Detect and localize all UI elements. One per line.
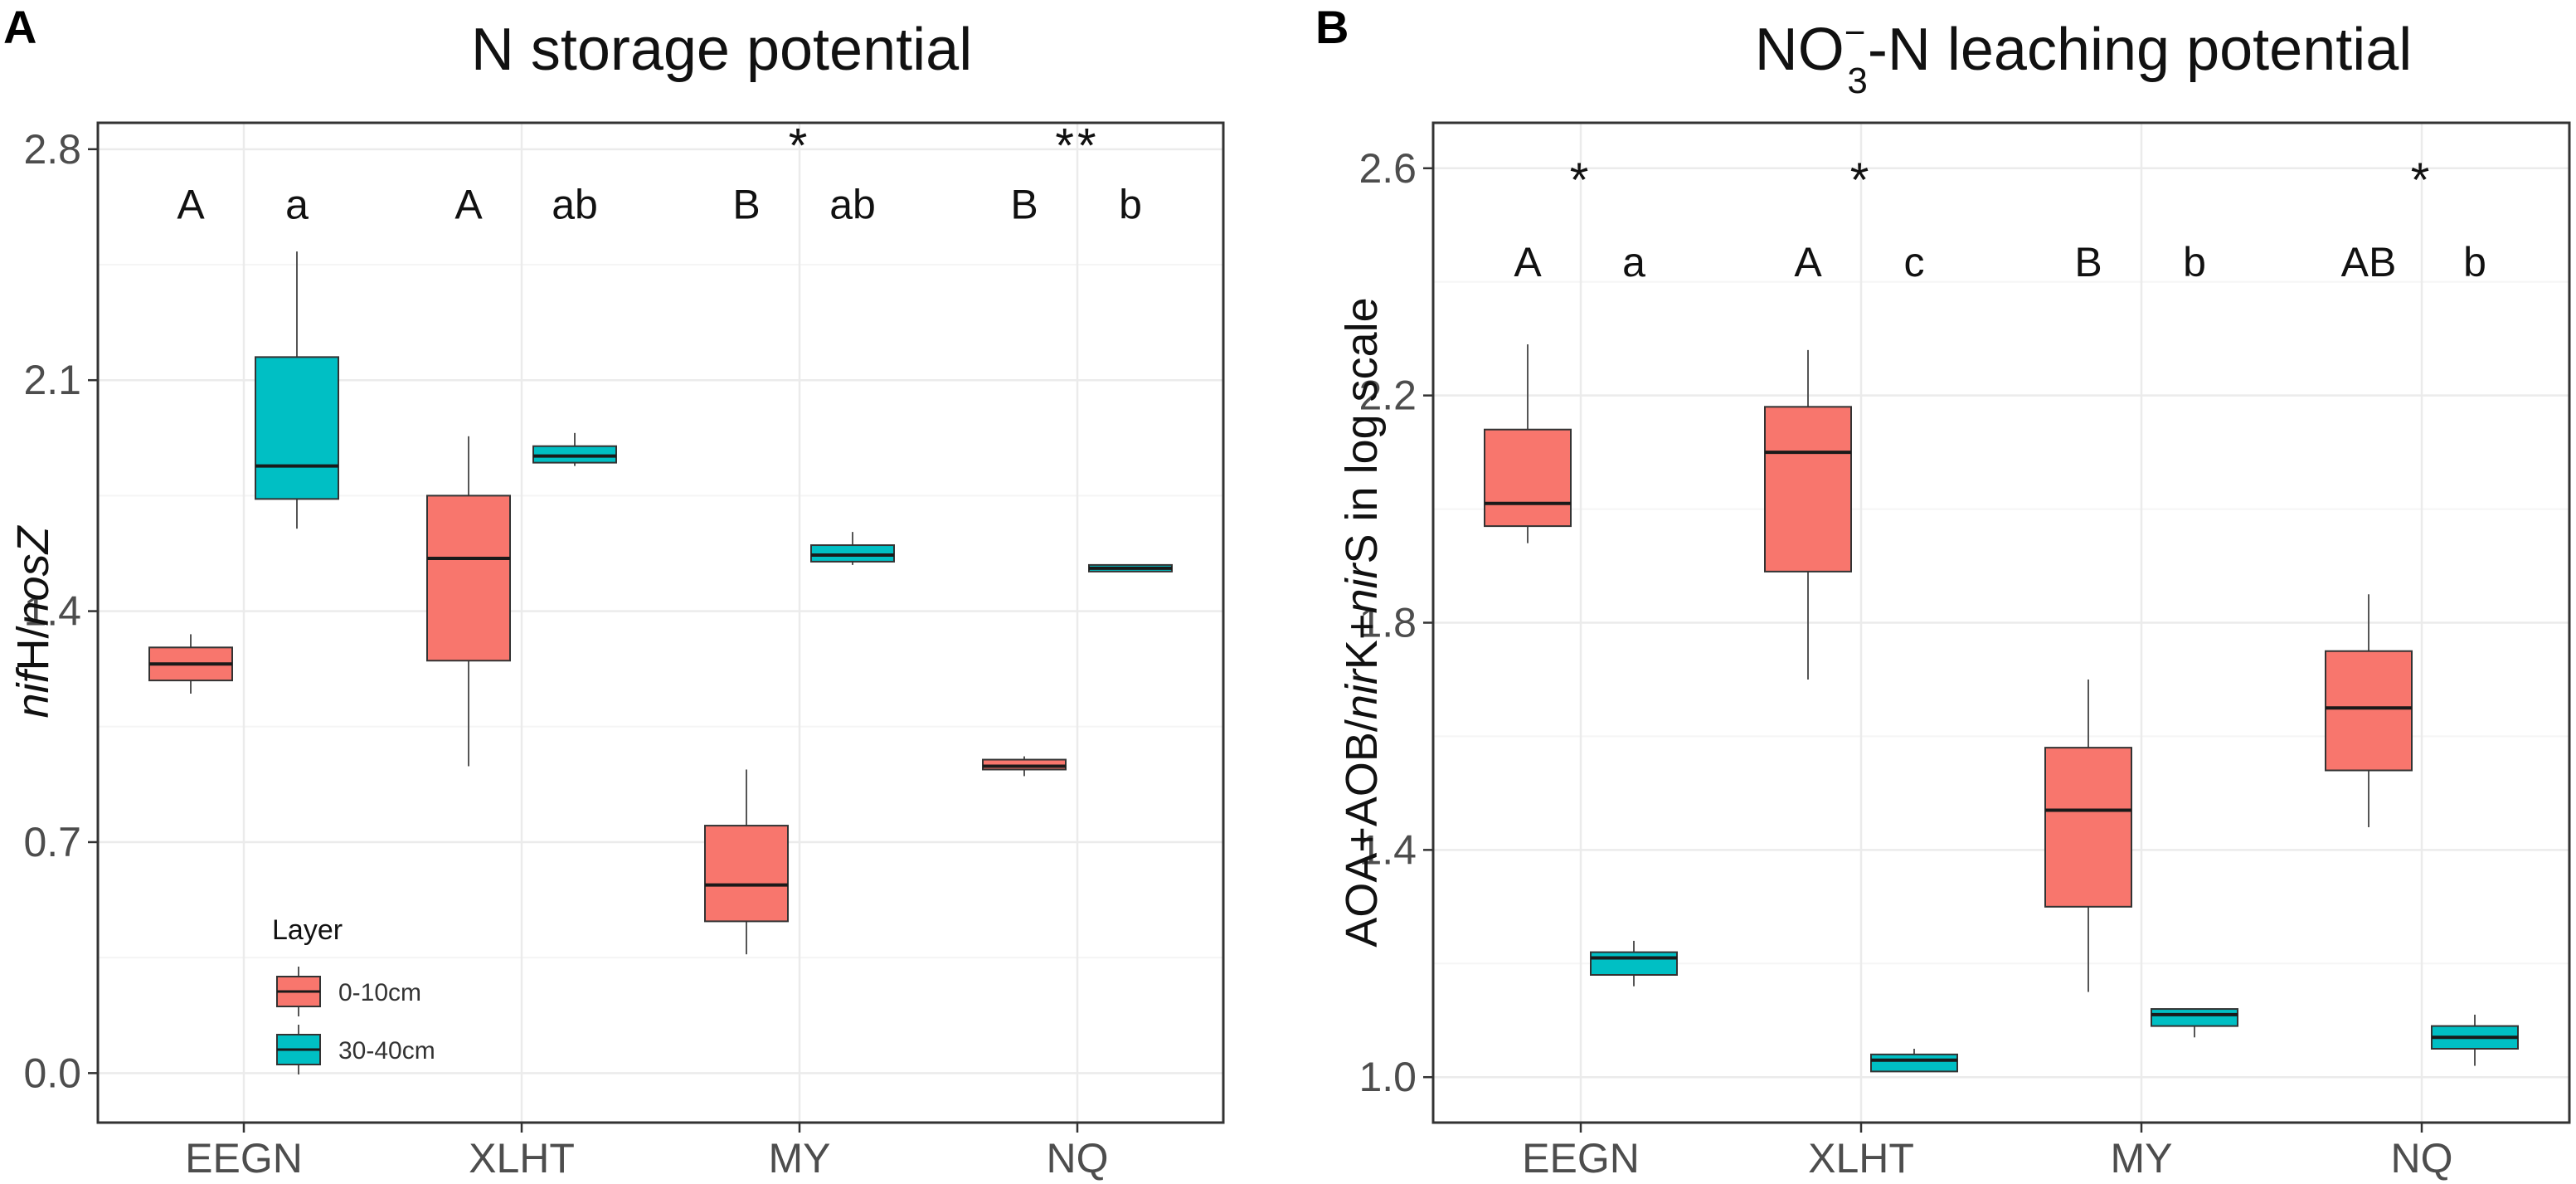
box-nq-surface: B <box>982 181 1067 777</box>
significance-letter: B <box>732 181 760 227</box>
box-xlht-surface: A* <box>1764 153 1873 680</box>
box-my-surface: B <box>2044 239 2132 992</box>
significance-letter: A <box>177 181 205 227</box>
legend-label: 30-40cm <box>338 1037 435 1065</box>
title-subscript: 3 <box>1847 61 1867 101</box>
x-tick-label: NQ <box>1047 1135 1109 1182</box>
box-my-deep: b <box>2151 239 2238 1038</box>
box-iqr <box>704 825 789 923</box>
chart-title: N storage potential <box>471 17 972 83</box>
box-nq-surface: AB * <box>2325 153 2433 827</box>
y-axis-label: AOA+AOB/nirK+nirS in log scale <box>1337 297 1387 947</box>
box-xlht-deep: ab <box>532 181 617 466</box>
panel-label: B <box>1315 1 1349 53</box>
box-nq-deep: b <box>2431 239 2519 1066</box>
box-my-surface: B <box>704 181 789 955</box>
panel-border <box>1431 121 2571 1124</box>
title-superscript: − <box>1845 12 1866 53</box>
legend-title: Layer <box>272 914 343 946</box>
y-axis-label: nifH/nosZ <box>8 524 58 718</box>
chart-title: NO− 3-N leaching potential <box>1755 12 2413 101</box>
box-xlht-deep: c <box>1870 239 1958 1073</box>
legend-label: 0-10cm <box>338 979 421 1006</box>
x-tick-label: MY <box>769 1135 831 1182</box>
significance-letter: A <box>454 181 483 227</box>
y-tick-label: 1.0 <box>1358 1054 1417 1100</box>
significance-letter: b <box>2463 239 2486 285</box>
box-iqr <box>1764 406 1852 573</box>
y-tick-label: 2.1 <box>23 357 81 403</box>
significance-star: * <box>1850 153 1873 207</box>
significance-letter: ab <box>552 181 598 227</box>
x-tick-label: EEGN <box>1522 1135 1640 1182</box>
box-iqr <box>1590 951 1678 976</box>
y-tick-label: 1.4 <box>1358 826 1417 873</box>
box-iqr <box>1870 1053 1958 1073</box>
box-eegn-surface: A* <box>1484 153 1592 543</box>
box-eegn-deep: a <box>255 181 339 529</box>
y-tick-label: 2.6 <box>1358 145 1417 192</box>
y-tick-label: 1.4 <box>23 588 81 635</box>
y-axis-label-part: H/ <box>8 626 58 671</box>
significance-star: * <box>2411 153 2433 207</box>
y-tick-label: 0.7 <box>23 819 81 865</box>
significance-star: ** <box>1055 119 1099 173</box>
box-nq-deep: b ** <box>1055 119 1173 573</box>
box-iqr <box>2151 1008 2238 1027</box>
y-axis-label-part: AOA+AOB/ <box>1337 719 1387 948</box>
significance-letter: A <box>1514 239 1542 285</box>
significance-letter: B <box>2074 239 2102 285</box>
significance-letter: c <box>1904 239 1925 285</box>
title-text: -N leaching potential <box>1868 17 2412 83</box>
significance-star: * <box>789 119 811 173</box>
y-axis-label-part: nir <box>1337 668 1387 719</box>
x-tick-label: MY <box>2111 1135 2173 1182</box>
y-axis-label-part: nif <box>8 667 58 719</box>
significance-letter: b <box>1119 181 1142 227</box>
y-tick-label: 2.8 <box>23 126 81 173</box>
y-axis-label-part: nosZ <box>8 524 58 626</box>
box-xlht-surface: A <box>426 181 511 767</box>
significance-letter: B <box>1010 181 1038 227</box>
x-tick-label: NQ <box>2391 1135 2453 1182</box>
significance-star: * <box>1570 153 1592 207</box>
x-tick-label: EEGN <box>185 1135 303 1182</box>
series-30-40cm: a ab ab * b ** <box>255 119 1173 573</box>
box-my-deep: ab * <box>789 119 895 565</box>
panel-label: A <box>3 1 36 53</box>
box-iqr <box>2044 747 2132 908</box>
x-tick-label: XLHT <box>469 1135 575 1182</box>
significance-letter: a <box>285 181 309 227</box>
x-tick-label: XLHT <box>1808 1135 1914 1182</box>
significance-letter: a <box>1622 239 1645 285</box>
box-eegn-surface: A <box>148 181 233 694</box>
significance-letter: A <box>1794 239 1822 285</box>
panel-border <box>96 121 1225 1124</box>
title-text: NO <box>1755 17 1845 83</box>
y-tick-label: 1.8 <box>1358 600 1417 646</box>
box-eegn-deep: a <box>1590 239 1678 987</box>
box-iqr <box>2325 650 2413 772</box>
y-tick-label: 0.0 <box>23 1050 81 1096</box>
y-tick-label: 2.2 <box>1358 373 1417 419</box>
box-iqr <box>255 356 339 500</box>
significance-letter: AB <box>2341 239 2397 285</box>
box-iqr <box>426 495 511 662</box>
y-axis-label-part: S in log scale <box>1337 297 1387 563</box>
legend: Layer 0-10cm 30-40cm <box>272 914 435 1074</box>
y-axis-label-part: K+ <box>1337 614 1387 670</box>
panel-a: 0.0 0.7 1.4 2.1 2.8 EEGN XLHT MY NQ A A B Ba ab ab * b **… <box>3 1 1225 1182</box>
series-0-10cm: A*A*B AB* <box>1484 153 2433 992</box>
significance-letter: b <box>2183 239 2206 285</box>
box-iqr <box>1484 428 1572 528</box>
y-axis-label-part: nir <box>1337 562 1387 613</box>
significance-letter: ab <box>829 181 876 227</box>
